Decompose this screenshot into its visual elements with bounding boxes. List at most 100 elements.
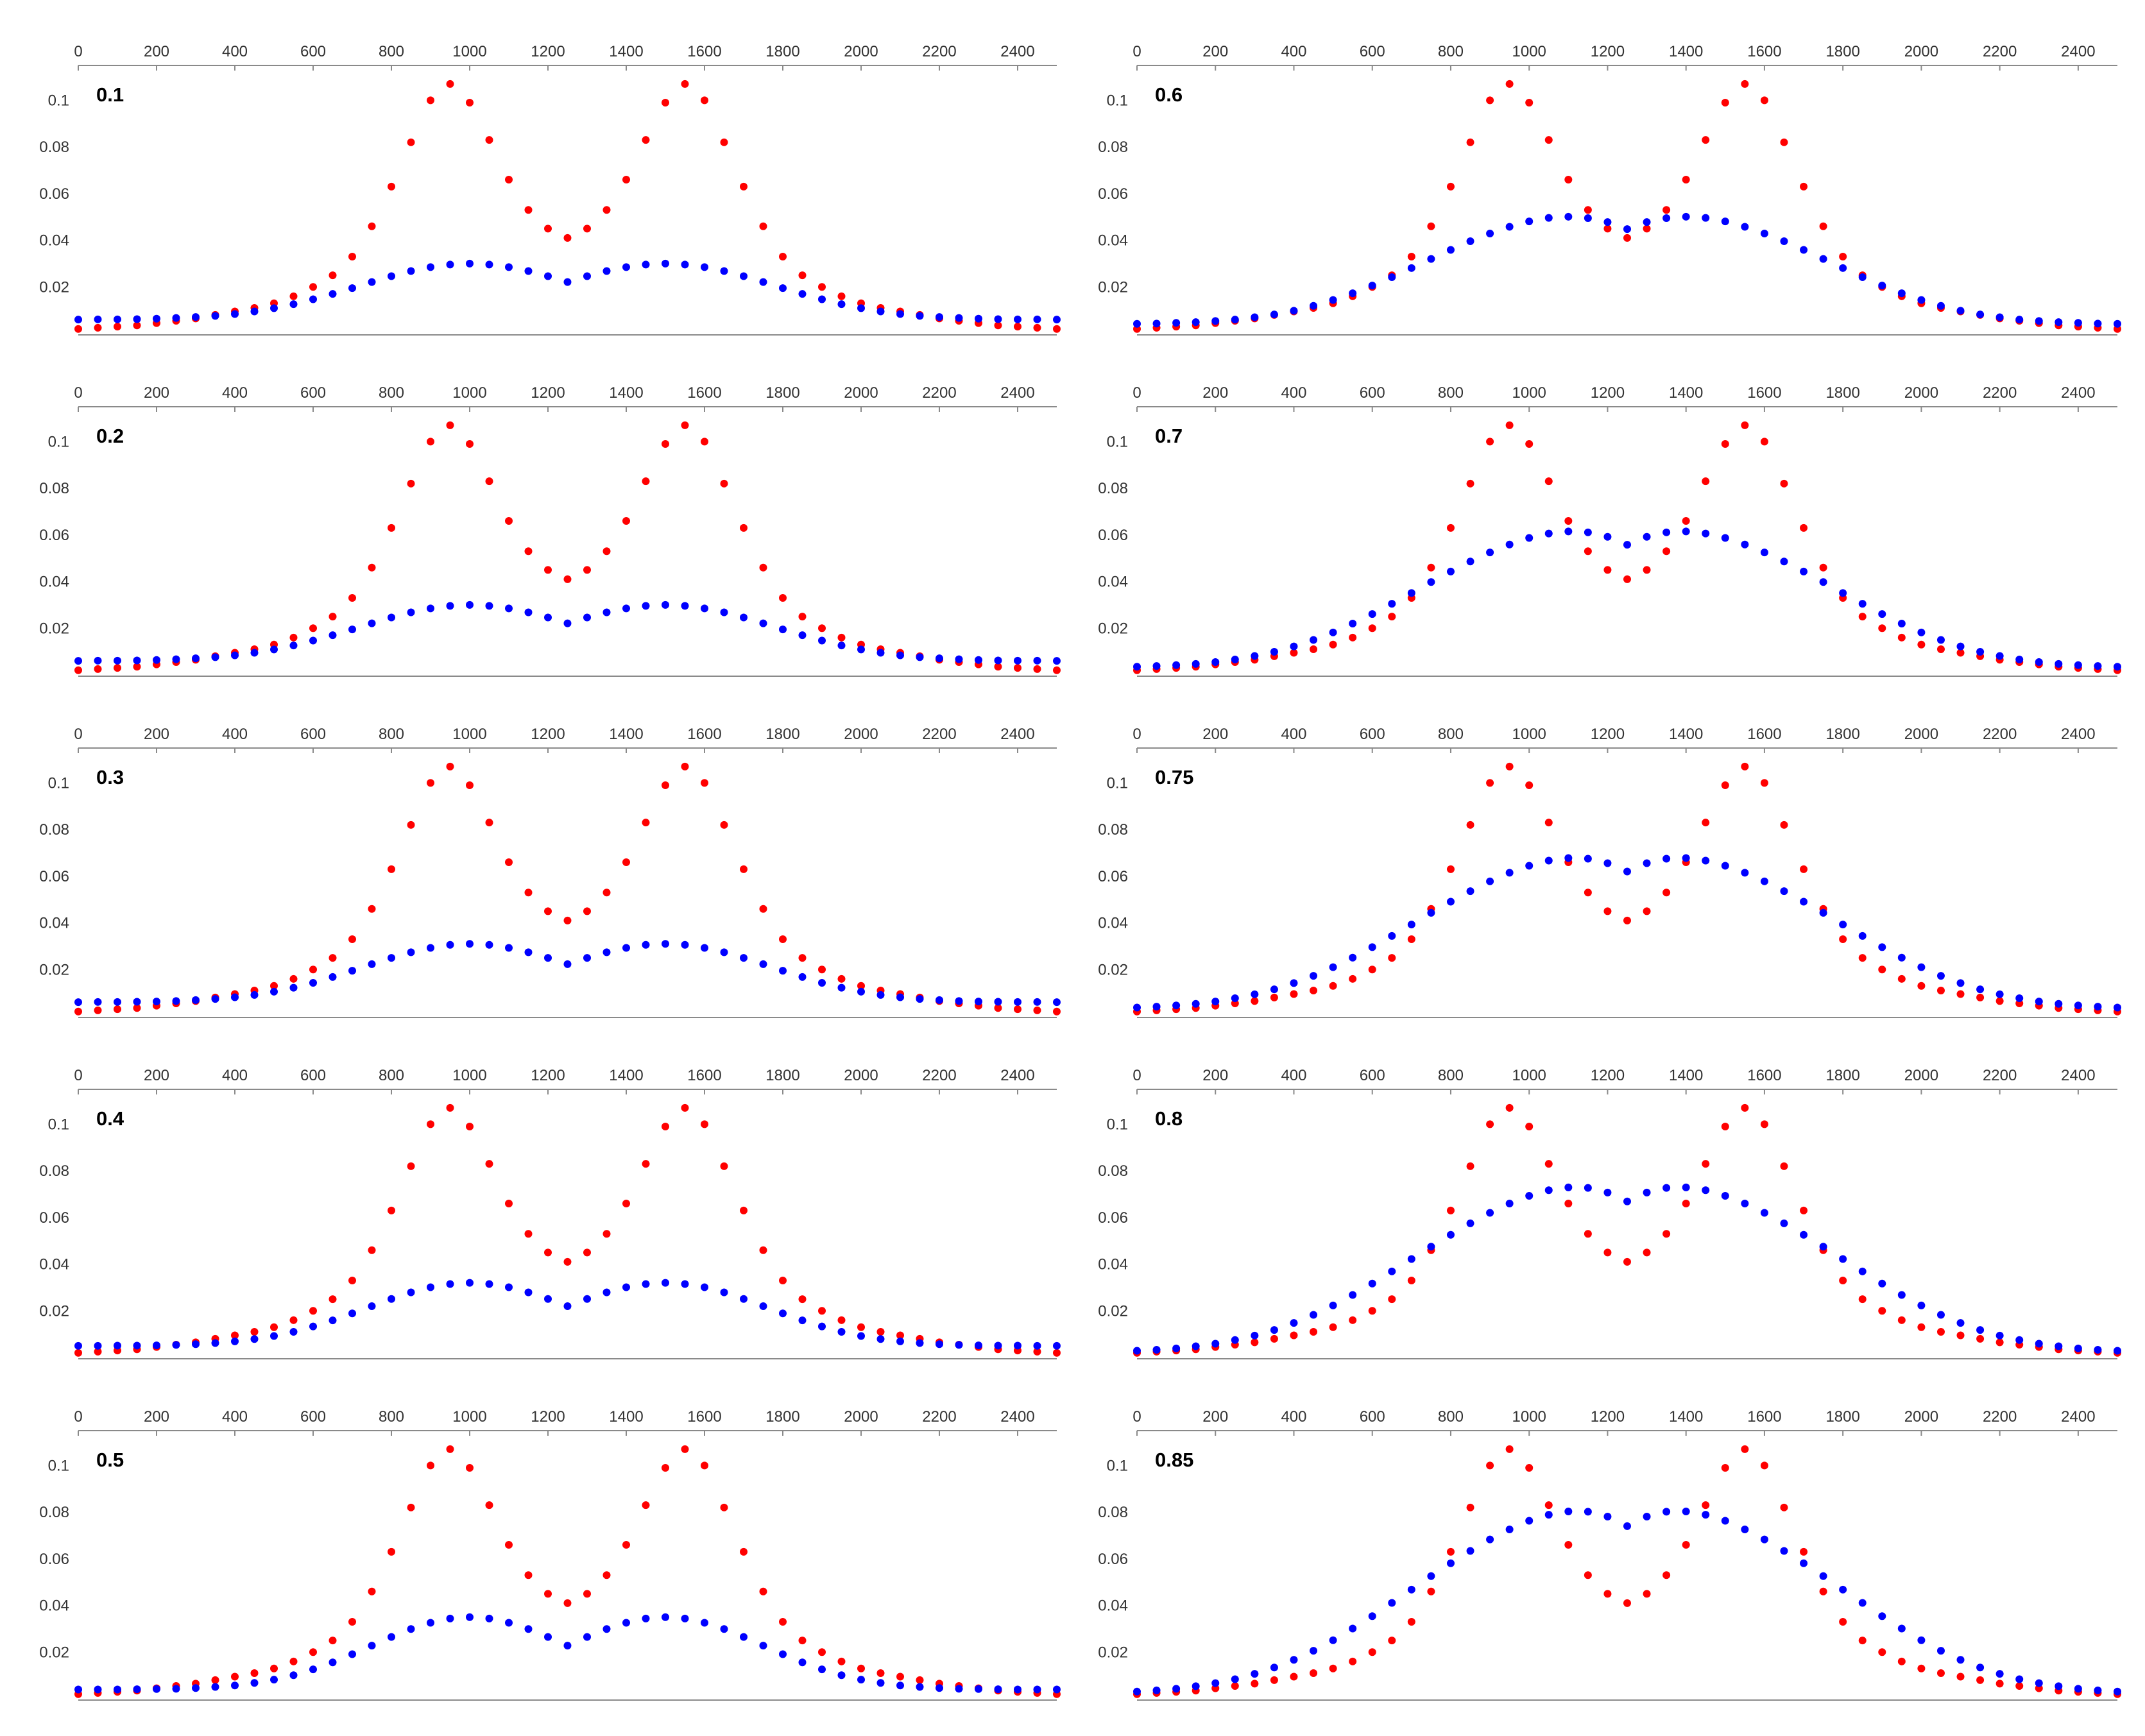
panel-9-blue-point: [1525, 1517, 1534, 1525]
panel-3-blue-point: [681, 1280, 689, 1288]
panel-5-blue-point: [2114, 319, 2121, 328]
panel-8-red-point: [1702, 1160, 1710, 1168]
panel-0-xtick-label: 2000: [844, 43, 878, 60]
panel-8-red-point: [1251, 1338, 1259, 1347]
panel-9-xtick-label: 1600: [1747, 1408, 1781, 1425]
panel-8-red-point: [1760, 1120, 1768, 1128]
panel-0-blue-point: [563, 278, 572, 286]
panel-3-xtick-label: 1200: [531, 1067, 565, 1084]
panel-4-ytick-label: 0.02: [39, 1644, 69, 1661]
panel-2-blue-point: [955, 997, 963, 1005]
panel-5-blue-point: [1878, 282, 1886, 290]
panel-4-blue-point: [798, 1658, 807, 1667]
panel-1-blue-point: [524, 608, 533, 617]
panel-8-red-point: [1466, 1162, 1474, 1170]
panel-5-xtick-label: 1200: [1591, 43, 1625, 60]
panel-6-red-point: [1819, 563, 1827, 572]
panel-9-blue-point: [1466, 1547, 1474, 1555]
panel-4-blue-point: [622, 1619, 630, 1627]
panel-4-red-point: [720, 1503, 728, 1511]
panel-4-xtick-label: 200: [144, 1408, 169, 1425]
panel-7-ytick-label: 0.04: [1098, 915, 1128, 932]
panel-9-label: 0.85: [1155, 1449, 1193, 1471]
panel-0-blue-point: [994, 315, 1002, 323]
panel-8-red-point: [1584, 1230, 1592, 1238]
panel-3-red-point: [681, 1103, 689, 1112]
panel-9-red-point: [1956, 1672, 1965, 1681]
panel-5-xtick-label: 1800: [1825, 43, 1859, 60]
panel-7-red-point: [1643, 907, 1651, 915]
panel-2-red-point: [1014, 1005, 1021, 1014]
panel-7-blue-point: [1407, 921, 1415, 929]
panel-6-blue-point: [1544, 529, 1553, 538]
panel-6-blue-point: [1603, 532, 1612, 541]
panel-4-blue-point: [466, 1613, 474, 1621]
panel-3-blue-point: [368, 1302, 376, 1310]
panel-2-blue-point: [857, 987, 865, 996]
panel-3-red-point: [466, 1123, 474, 1130]
panel-0-blue-point: [427, 263, 434, 271]
panel-5-red-point: [1407, 253, 1415, 260]
panel-5-blue-point: [1427, 255, 1435, 263]
panel-9-red-point: [1839, 1618, 1847, 1626]
panel-2-blue-point: [740, 954, 748, 962]
panel-5-xtick-label: 2200: [1983, 43, 2017, 60]
panel-7-red-point: [1505, 762, 1514, 770]
panel-0-red-point: [642, 136, 650, 144]
panel-0-xtick-label: 200: [144, 43, 169, 60]
panel-8-red-point: [1917, 1323, 1926, 1331]
panel-5-blue-point: [1780, 237, 1788, 245]
panel-3-red-point: [720, 1162, 728, 1170]
panel-8-xtick-label: 400: [1281, 1067, 1306, 1084]
panel-4-red-point: [818, 1648, 826, 1656]
panel-5-blue-point: [1564, 212, 1573, 221]
panel-1-red-point: [740, 523, 748, 532]
panel-2-blue-point: [309, 979, 317, 987]
panel-2-blue-point: [74, 998, 82, 1007]
panel-5-blue-point: [1290, 307, 1298, 315]
panel-3-red-point: [407, 1162, 415, 1170]
panel-0-blue-point: [446, 260, 454, 269]
panel-0-blue-point: [329, 290, 337, 298]
panel-5-blue-point: [1956, 307, 1965, 315]
panel-2-blue-point: [876, 991, 885, 999]
panel-9-red-point: [1800, 1547, 1808, 1556]
panel-4-blue-point: [446, 1614, 454, 1622]
panel-8-blue-point: [1917, 1301, 1926, 1309]
panel-8-red-point: [1290, 1331, 1298, 1340]
panel-1-blue-point: [994, 656, 1002, 665]
panel-2-xtick-label: 800: [379, 726, 404, 743]
panel-1-red-point: [798, 613, 807, 621]
panel-0-red-point: [427, 96, 434, 105]
panel-0-red-point: [329, 271, 337, 280]
panel-9-blue-point: [2114, 1687, 2121, 1696]
panel-0-blue-point: [74, 316, 82, 324]
panel-6-red-point: [1603, 566, 1612, 574]
panel-1-xtick-label: 1400: [609, 384, 643, 402]
panel-7-blue-point: [1152, 1003, 1161, 1011]
panel-3-blue-point: [270, 1332, 278, 1340]
panel-6-blue-point: [1917, 628, 1926, 636]
panel-7-blue-point: [1819, 908, 1827, 917]
panel-8-blue-point: [1270, 1326, 1278, 1334]
panel-2-blue-point: [563, 960, 572, 968]
panel-3-red-point: [368, 1246, 376, 1254]
panel-5-blue-point: [1721, 217, 1729, 226]
panel-6-red-point: [1760, 438, 1768, 446]
panel-2-red-point: [94, 1006, 102, 1014]
panel-8-blue-point: [2035, 1340, 2043, 1348]
panel-8-red-point: [1329, 1323, 1337, 1331]
panel-3-blue-point: [485, 1280, 493, 1288]
panel-4-red-point: [427, 1461, 434, 1470]
panel-0-red-point: [701, 96, 708, 105]
panel-3-xtick-label: 1400: [609, 1067, 643, 1084]
panel-2-blue-point: [936, 996, 943, 1004]
panel-0-blue-point: [172, 314, 180, 322]
panel-2-xtick-label: 2400: [1000, 726, 1034, 743]
panel-9-blue-point: [1388, 1599, 1396, 1607]
panel-8-xtick-label: 0: [1132, 1067, 1141, 1084]
panel-2-blue-point: [1014, 998, 1021, 1006]
panel-1-blue-point: [563, 619, 572, 627]
panel-0-blue-point: [289, 300, 298, 309]
panel-8-blue-point: [1290, 1319, 1298, 1327]
